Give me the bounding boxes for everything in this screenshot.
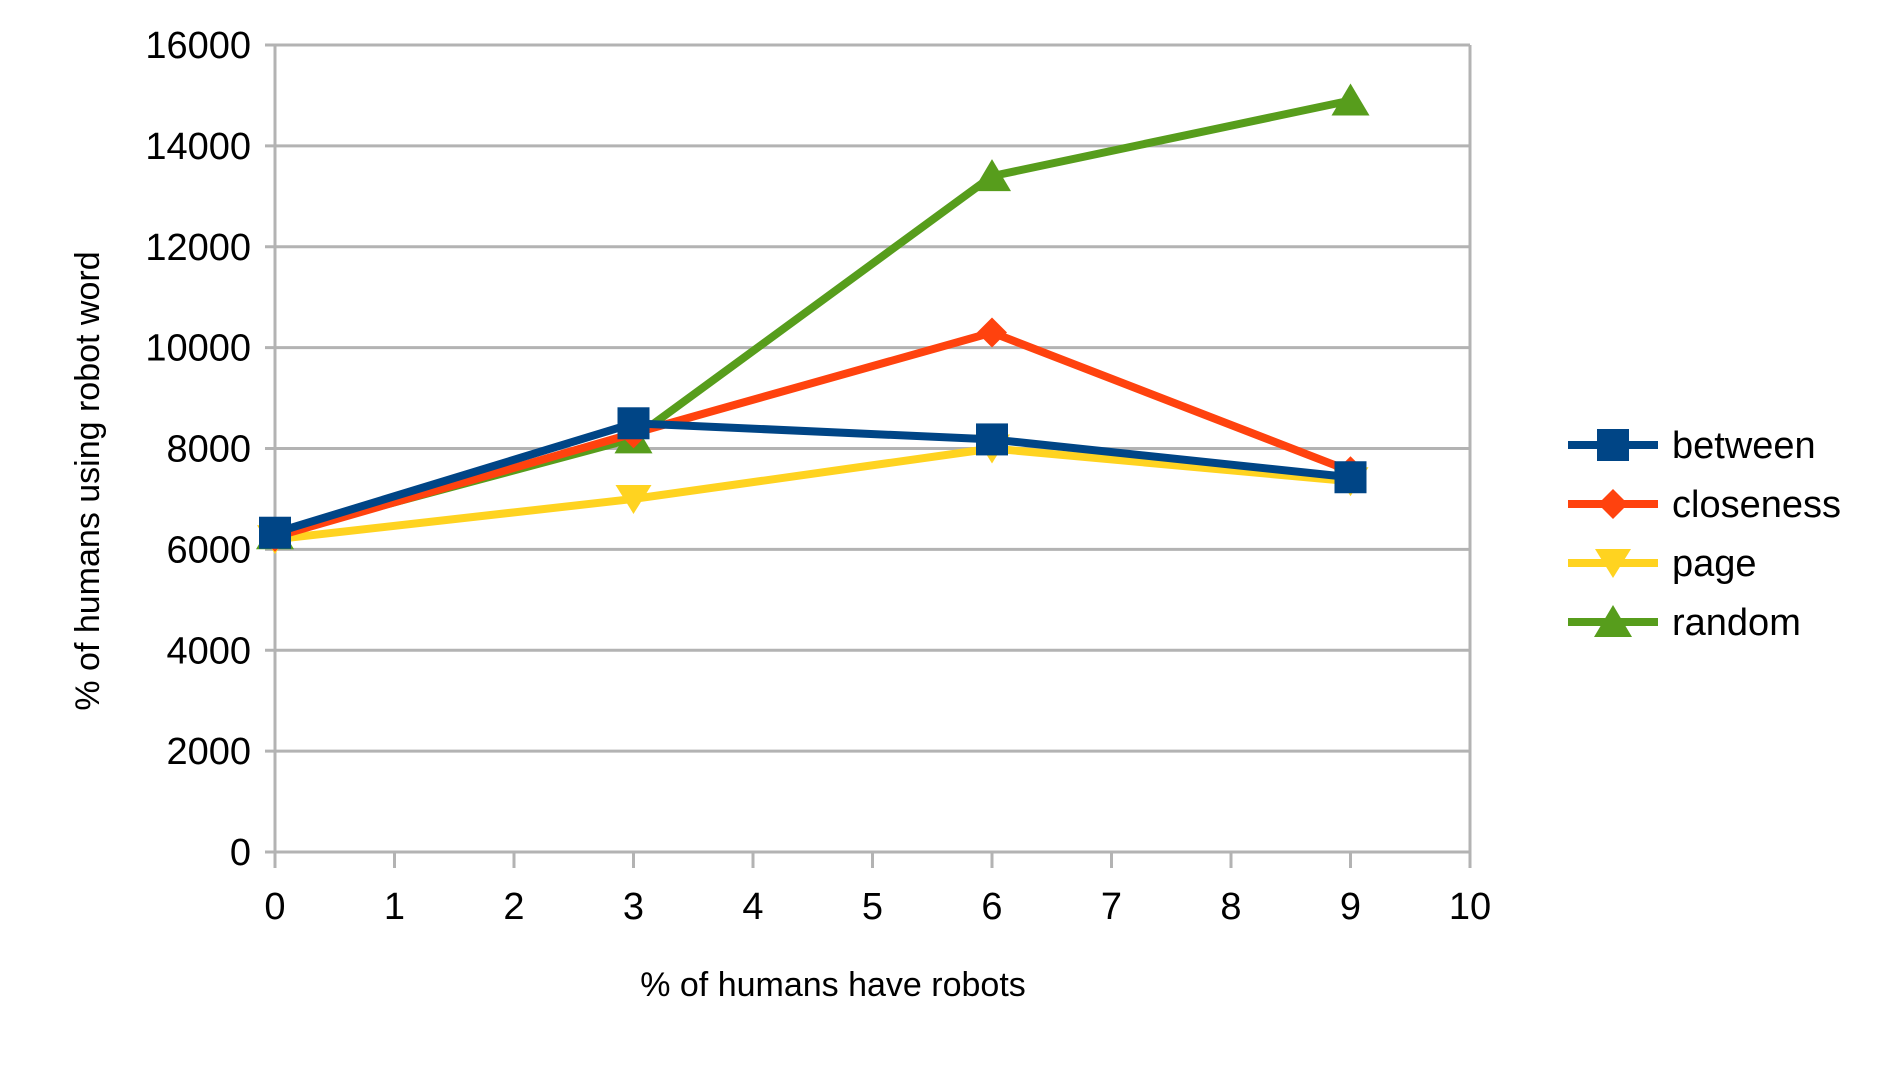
y-tick-label: 8000 (166, 429, 251, 471)
legend-swatch-marker (1598, 489, 1628, 519)
y-tick-label: 6000 (166, 529, 251, 571)
legend-swatch-marker (1597, 429, 1629, 461)
data-point-between (1334, 461, 1367, 494)
x-tick-label: 3 (623, 886, 644, 928)
x-tick-label: 6 (981, 886, 1002, 928)
data-point-closeness (977, 317, 1007, 348)
legend: between closeness page random (1568, 425, 1841, 644)
legend-label: random (1672, 602, 1801, 644)
data-point-random (1331, 83, 1370, 116)
series-between (259, 407, 1367, 549)
x-tick-label: 10 (1449, 886, 1491, 928)
data-point-page (615, 484, 652, 514)
x-tick-label: 5 (862, 886, 883, 928)
x-tick-label: 1 (384, 886, 405, 928)
legend-label: closeness (1672, 484, 1841, 526)
y-tick-label: 4000 (166, 630, 251, 672)
legend-item-between: between (1568, 425, 1816, 467)
x-tick-label: 0 (264, 886, 285, 928)
series-random (256, 83, 1370, 550)
data-point-random (973, 159, 1011, 192)
legend-label: between (1672, 425, 1816, 467)
x-tick-label: 2 (503, 886, 524, 928)
y-tick-label: 12000 (145, 227, 251, 269)
x-tick-label: 7 (1101, 886, 1122, 928)
series-line-closeness (273, 328, 1352, 541)
data-point-between (976, 423, 1008, 456)
data-point-between (259, 516, 291, 549)
x-axis-title: % of humans have robots (640, 966, 1026, 1004)
y-tick-label: 2000 (166, 731, 251, 773)
y-axis-title: % of humans using robot word (69, 251, 107, 710)
y-tick-label: 16000 (145, 25, 251, 67)
data-point-between (617, 407, 650, 440)
x-tick-label: 4 (742, 886, 763, 928)
legend-label: page (1672, 543, 1757, 585)
series-layer (256, 83, 1370, 555)
x-tick-label: 9 (1340, 886, 1361, 928)
legend-swatch-marker (1595, 549, 1631, 578)
axis-layer: 0 2000 4000 6000 8000 10000 12000 14000 16000 0 1 2… (145, 25, 1491, 928)
legend-item-random: random (1568, 602, 1801, 644)
y-tick-label: 10000 (145, 328, 251, 370)
legend-swatch-marker (1594, 605, 1632, 637)
grid-layer (275, 43, 1470, 854)
y-tick-label: 0 (230, 832, 251, 874)
y-tick-label: 14000 (145, 126, 251, 168)
x-tick-label: 8 (1220, 886, 1241, 928)
legend-item-page: page (1568, 543, 1757, 585)
series-line-page (274, 444, 1351, 544)
legend-item-closeness: closeness (1568, 484, 1841, 526)
series-line-between (273, 419, 1351, 537)
